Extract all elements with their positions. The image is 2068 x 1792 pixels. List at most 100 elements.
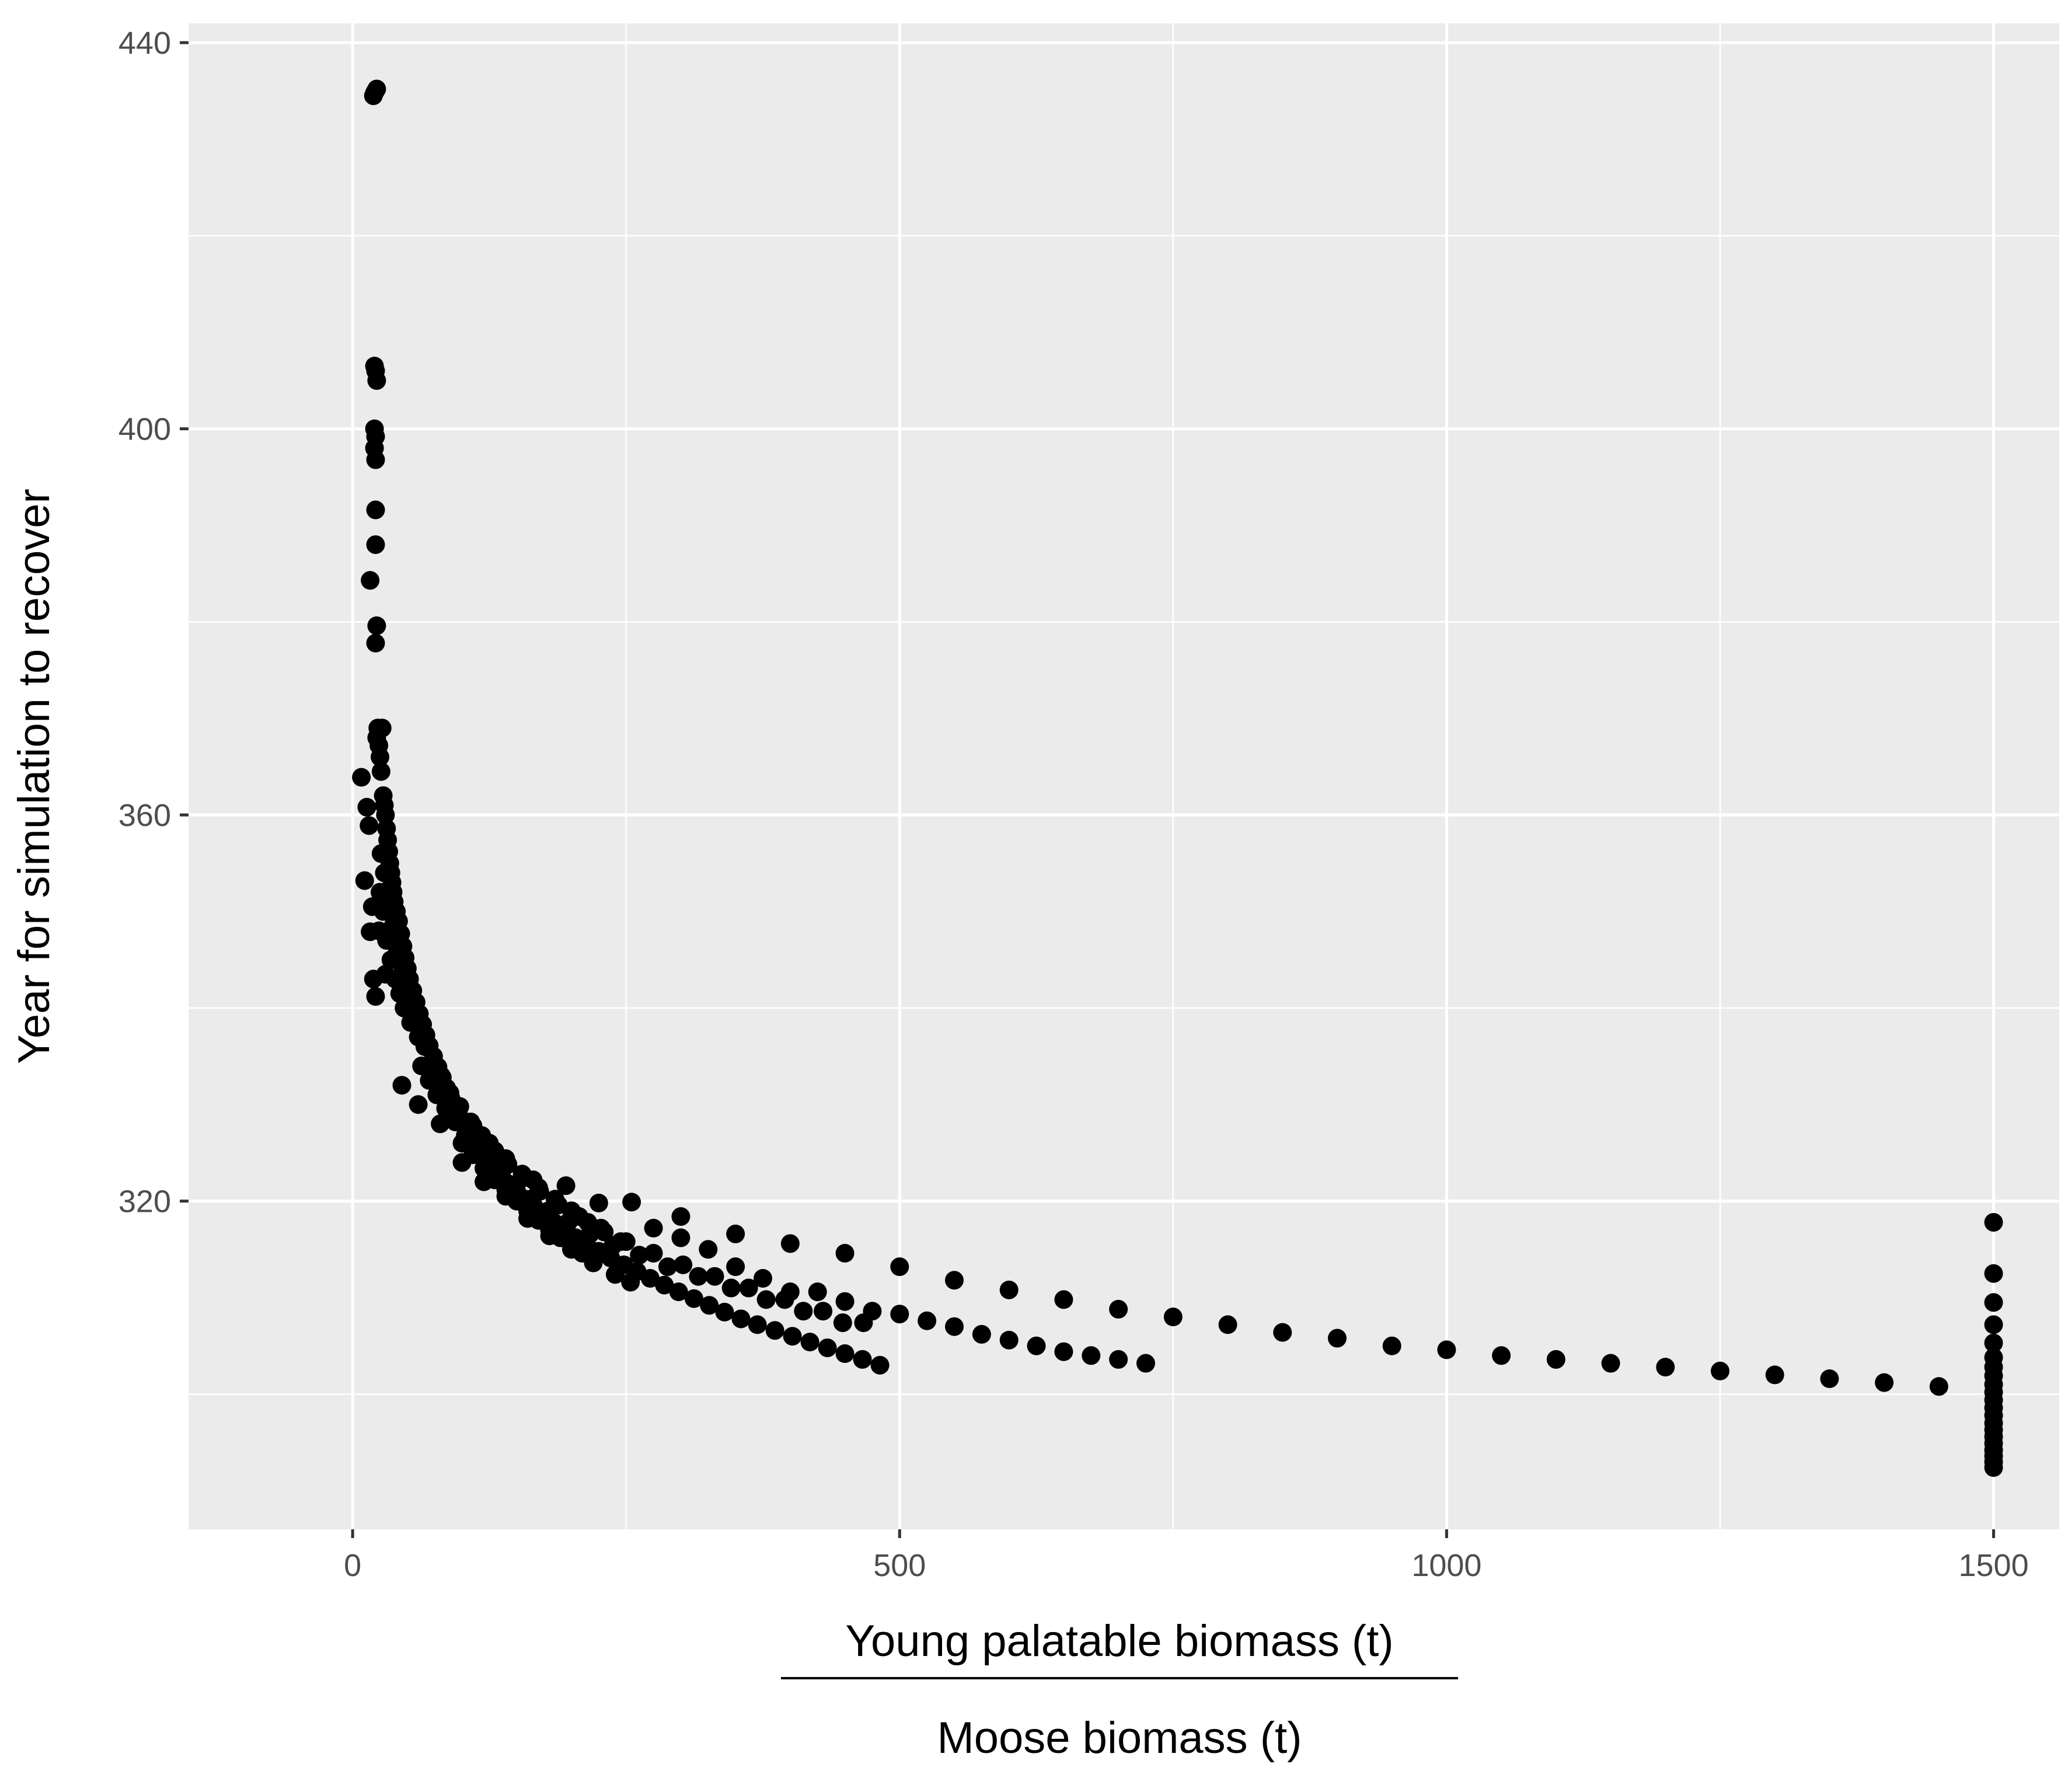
data-point bbox=[944, 1271, 964, 1290]
data-point bbox=[1984, 1458, 2003, 1477]
data-point bbox=[689, 1267, 708, 1286]
data-point bbox=[578, 1213, 598, 1232]
data-point bbox=[562, 1201, 581, 1221]
data-point bbox=[918, 1311, 937, 1330]
data-point bbox=[835, 1244, 855, 1263]
data-point bbox=[640, 1269, 660, 1288]
data-point bbox=[357, 797, 376, 817]
data-point bbox=[392, 1076, 411, 1095]
data-point bbox=[367, 371, 386, 390]
y-tick-label: 400 bbox=[118, 412, 171, 447]
data-point bbox=[671, 1228, 691, 1247]
data-point bbox=[1984, 1293, 2003, 1312]
data-point bbox=[573, 1244, 592, 1263]
data-point bbox=[446, 1113, 465, 1132]
data-point bbox=[972, 1324, 991, 1344]
data-point bbox=[655, 1275, 674, 1295]
data-point bbox=[756, 1290, 776, 1309]
data-point bbox=[366, 987, 385, 1006]
data-point bbox=[731, 1309, 751, 1329]
data-point bbox=[780, 1282, 800, 1302]
data-point bbox=[1546, 1350, 1565, 1369]
data-point bbox=[1273, 1323, 1292, 1342]
data-point bbox=[397, 974, 417, 993]
data-point bbox=[671, 1207, 691, 1226]
data-point bbox=[1027, 1336, 1046, 1355]
data-point bbox=[383, 916, 403, 936]
data-point bbox=[726, 1257, 745, 1277]
y-axis-title: Year for simulation to recover bbox=[9, 489, 59, 1064]
data-point bbox=[1984, 1213, 2003, 1232]
data-point bbox=[658, 1257, 677, 1277]
data-point bbox=[372, 719, 392, 738]
data-point bbox=[780, 1234, 800, 1253]
data-point bbox=[644, 1244, 663, 1263]
data-point bbox=[367, 79, 386, 99]
data-point bbox=[621, 1272, 640, 1292]
data-point bbox=[404, 993, 424, 1013]
data-point bbox=[401, 1013, 420, 1032]
x-axis-title-denominator: Moose biomass (t) bbox=[937, 1713, 1302, 1763]
plot-panel bbox=[189, 23, 2059, 1529]
data-point bbox=[1984, 1315, 2003, 1334]
data-point bbox=[1054, 1342, 1073, 1361]
data-point bbox=[415, 1037, 434, 1057]
data-point bbox=[379, 892, 398, 911]
data-point bbox=[366, 500, 385, 520]
y-tick-label: 440 bbox=[118, 26, 171, 61]
data-point bbox=[589, 1194, 608, 1212]
data-point bbox=[409, 1095, 428, 1114]
data-point bbox=[370, 747, 389, 766]
data-point bbox=[450, 1097, 469, 1116]
data-point bbox=[1492, 1346, 1511, 1365]
data-point bbox=[355, 871, 374, 890]
data-point bbox=[674, 1255, 693, 1274]
data-point bbox=[1054, 1290, 1073, 1309]
data-point bbox=[814, 1302, 833, 1321]
data-point bbox=[669, 1282, 688, 1302]
data-point bbox=[367, 616, 386, 635]
data-point bbox=[833, 1313, 852, 1333]
data-point bbox=[726, 1224, 745, 1243]
data-point bbox=[595, 1222, 614, 1242]
data-point bbox=[524, 1170, 543, 1190]
data-point bbox=[366, 535, 385, 555]
data-point bbox=[361, 571, 380, 590]
x-tick-label: 500 bbox=[873, 1548, 926, 1583]
data-point bbox=[605, 1265, 625, 1284]
data-point bbox=[700, 1296, 719, 1315]
data-point bbox=[1984, 1264, 2003, 1283]
data-point bbox=[1109, 1299, 1128, 1319]
data-point bbox=[1163, 1308, 1183, 1327]
data-point bbox=[783, 1327, 802, 1346]
data-point bbox=[375, 863, 394, 883]
data-point bbox=[684, 1289, 703, 1308]
data-point bbox=[1929, 1377, 1948, 1396]
data-point bbox=[371, 762, 390, 781]
data-point bbox=[715, 1302, 734, 1322]
data-point bbox=[870, 1355, 890, 1375]
data-point bbox=[835, 1344, 855, 1363]
data-point bbox=[1218, 1315, 1237, 1334]
data-point bbox=[491, 1149, 510, 1168]
data-point bbox=[360, 816, 379, 835]
data-point bbox=[366, 633, 385, 653]
data-point bbox=[1382, 1336, 1401, 1355]
data-point bbox=[944, 1317, 964, 1336]
data-point bbox=[853, 1350, 872, 1369]
data-point bbox=[765, 1321, 784, 1340]
data-point bbox=[1710, 1361, 1729, 1380]
data-point bbox=[630, 1246, 649, 1265]
data-point bbox=[622, 1193, 641, 1212]
data-point bbox=[376, 806, 395, 825]
data-point bbox=[644, 1219, 663, 1237]
data-point bbox=[739, 1278, 758, 1298]
data-point bbox=[1437, 1340, 1456, 1359]
data-point bbox=[371, 844, 390, 863]
data-point bbox=[1656, 1358, 1675, 1377]
data-point bbox=[388, 940, 407, 960]
data-point bbox=[721, 1278, 741, 1298]
data-point bbox=[705, 1267, 724, 1286]
data-point bbox=[800, 1333, 819, 1352]
